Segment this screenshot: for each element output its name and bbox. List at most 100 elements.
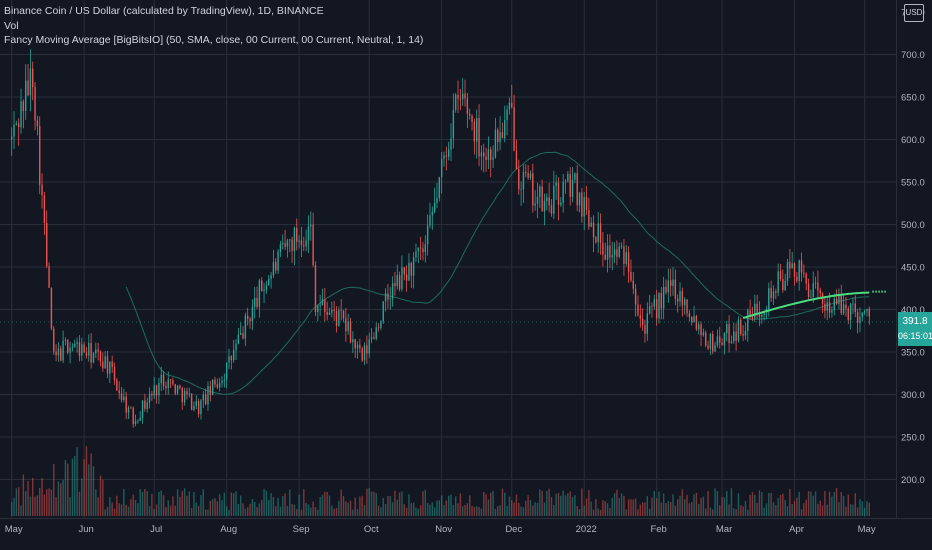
candle-body bbox=[25, 80, 27, 112]
candle-body bbox=[719, 336, 721, 343]
candle-body bbox=[333, 309, 335, 311]
candle-body bbox=[15, 123, 18, 125]
volume-bar bbox=[719, 505, 721, 516]
volume-bar bbox=[494, 509, 497, 516]
volume-bar bbox=[368, 488, 370, 516]
volume-bar bbox=[604, 501, 606, 516]
volume-bar bbox=[410, 503, 412, 516]
volume-bar bbox=[585, 498, 588, 516]
candle-body bbox=[539, 186, 541, 197]
candle-body bbox=[261, 280, 263, 292]
volume-bar bbox=[716, 491, 719, 516]
candle-body bbox=[228, 356, 230, 363]
candle-body bbox=[270, 275, 272, 280]
candle-body bbox=[807, 283, 810, 298]
candle-body bbox=[291, 239, 293, 252]
volume-bar bbox=[735, 509, 737, 516]
candle-body bbox=[282, 243, 284, 245]
volume-bar bbox=[672, 494, 674, 516]
volume-bar bbox=[543, 502, 546, 516]
candle-body bbox=[186, 390, 188, 395]
candle-body bbox=[454, 94, 457, 110]
candle-body bbox=[440, 158, 443, 178]
volume-bar bbox=[36, 495, 39, 516]
volume-bar bbox=[300, 509, 303, 516]
candle-body bbox=[609, 245, 611, 258]
symbol-title[interactable]: Binance Coin / US Dollar (calculated by … bbox=[4, 5, 324, 17]
volume-bar bbox=[515, 494, 518, 516]
volume-bar bbox=[567, 493, 569, 516]
volume-bar bbox=[522, 507, 525, 516]
volume-bar bbox=[144, 488, 146, 516]
volume-bar bbox=[653, 490, 656, 516]
volume-bar bbox=[613, 493, 616, 516]
candle-body bbox=[359, 344, 361, 349]
time-tick-label: Jun bbox=[78, 524, 93, 535]
volume-bar bbox=[485, 494, 487, 516]
volume-bar bbox=[62, 479, 64, 516]
volume-bar bbox=[27, 481, 29, 516]
volume-bar bbox=[137, 503, 139, 516]
candle-body bbox=[71, 347, 74, 349]
candle-body bbox=[76, 342, 78, 344]
volume-bar bbox=[263, 488, 265, 516]
candle-body bbox=[20, 101, 22, 128]
price-tick-label: 300.0 bbox=[901, 390, 925, 401]
candle-body bbox=[476, 117, 478, 142]
volume-indicator-label[interactable]: Vol bbox=[4, 19, 19, 32]
volume-bar bbox=[625, 509, 627, 516]
volume-bar bbox=[789, 488, 791, 516]
candle-body bbox=[700, 324, 702, 336]
volume-bar bbox=[293, 504, 296, 516]
volume-bar bbox=[41, 478, 43, 516]
volume-bar bbox=[761, 492, 763, 516]
candle-body bbox=[356, 344, 359, 349]
candle-body bbox=[127, 407, 130, 413]
candle-body bbox=[637, 304, 639, 316]
candle-body bbox=[630, 271, 632, 281]
volume-bar bbox=[835, 488, 838, 516]
volume-bar bbox=[209, 500, 212, 516]
candle-body bbox=[368, 339, 370, 354]
volume-bar bbox=[284, 493, 286, 516]
volume-bar bbox=[223, 492, 226, 516]
volume-bar bbox=[480, 508, 483, 516]
fancy-ma-indicator-label[interactable]: Fancy Moving Average [BigBitsIO] (50, SM… bbox=[4, 34, 424, 46]
volume-bar bbox=[861, 501, 863, 516]
candle-body bbox=[387, 293, 389, 300]
candle-body bbox=[473, 121, 476, 142]
candle-body bbox=[597, 223, 599, 243]
volume-bar bbox=[39, 487, 41, 516]
volume-bar bbox=[856, 507, 859, 516]
candle-body bbox=[660, 293, 663, 309]
candle-body bbox=[782, 279, 784, 291]
candle-body bbox=[721, 342, 723, 346]
candle-body bbox=[490, 149, 492, 160]
candle-body bbox=[485, 156, 487, 160]
candle-body bbox=[247, 315, 249, 320]
candle-body bbox=[686, 299, 688, 314]
currency-button[interactable]: USD bbox=[904, 4, 924, 22]
volume-bar bbox=[363, 504, 366, 516]
time-axis[interactable]: May Jun Jul Aug Sep Oct Nov Dec 2022 Feb Mar Apr May bbox=[5, 524, 876, 535]
volume-bar bbox=[197, 505, 200, 516]
volume-bar bbox=[852, 504, 854, 516]
volume-bar bbox=[695, 492, 698, 516]
bar-countdown: 06:15:01 bbox=[898, 331, 932, 341]
candle-body bbox=[604, 254, 606, 260]
volume-bar bbox=[768, 493, 770, 516]
fancy-ma-projection-dot bbox=[884, 290, 886, 293]
candle-body bbox=[478, 117, 480, 157]
candle-body bbox=[232, 350, 235, 361]
candle-body bbox=[751, 316, 754, 319]
candle-body bbox=[225, 362, 228, 380]
volume-bar bbox=[85, 446, 88, 516]
volume-bar bbox=[324, 491, 326, 516]
volume-bar bbox=[595, 499, 597, 516]
candle-body bbox=[78, 342, 81, 356]
volume-bar bbox=[440, 495, 443, 516]
volume-bar bbox=[800, 509, 803, 516]
candle-body bbox=[125, 396, 127, 413]
volume-bar bbox=[681, 489, 684, 516]
